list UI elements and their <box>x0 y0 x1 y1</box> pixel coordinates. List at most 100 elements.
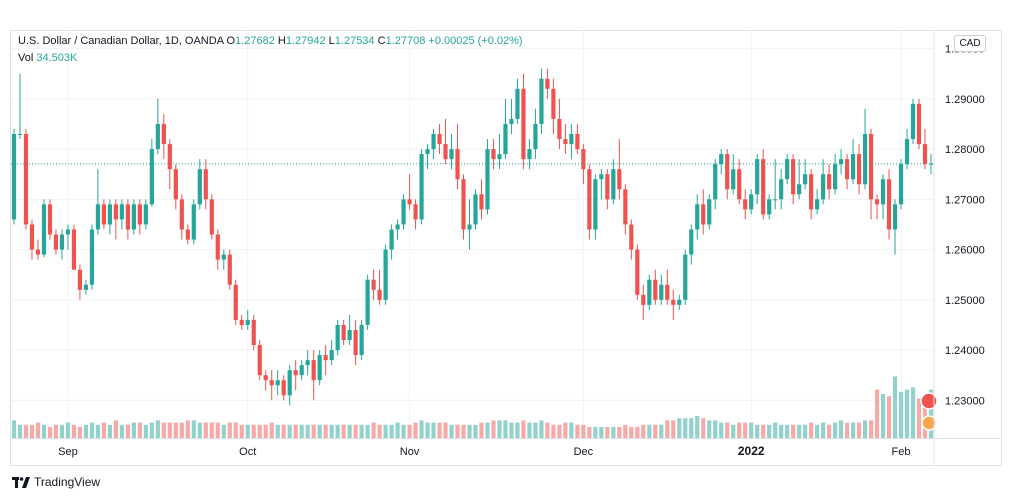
candle-body[interactable] <box>209 199 214 235</box>
candle-body[interactable] <box>53 234 59 250</box>
candle-body[interactable] <box>155 123 160 150</box>
symbol-title[interactable]: U.S. Dollar / Canadian Dollar, 1D, OANDA <box>18 35 224 47</box>
candle-body[interactable] <box>275 380 280 386</box>
candle-body[interactable] <box>425 149 430 155</box>
candle-body[interactable] <box>101 204 106 225</box>
candle-body[interactable] <box>653 279 658 300</box>
candle-body[interactable] <box>17 134 23 136</box>
candle-body[interactable] <box>665 284 670 300</box>
candle-body[interactable] <box>401 199 406 225</box>
candle-body[interactable] <box>299 365 304 376</box>
flag-us-event-icon[interactable] <box>921 415 937 431</box>
candle-body[interactable] <box>269 380 274 386</box>
candle-body[interactable] <box>197 169 202 205</box>
candle-body[interactable] <box>167 144 172 170</box>
candle-body[interactable] <box>143 204 148 225</box>
candle-body[interactable] <box>23 134 29 225</box>
candle-body[interactable] <box>485 149 490 210</box>
candle-body[interactable] <box>850 154 856 180</box>
candle-body[interactable] <box>581 149 586 170</box>
candle-body[interactable] <box>359 324 364 356</box>
candle-body[interactable] <box>527 149 532 160</box>
candle-body[interactable] <box>443 144 448 160</box>
candle-body[interactable] <box>437 134 442 145</box>
candle-body[interactable] <box>701 204 706 225</box>
candle-body[interactable] <box>473 194 478 225</box>
candle-body[interactable] <box>509 118 514 124</box>
candle-body[interactable] <box>809 174 814 210</box>
candle-body[interactable] <box>257 345 262 376</box>
candle-body[interactable] <box>389 229 394 250</box>
candle-body[interactable] <box>407 199 412 205</box>
candle-body[interactable] <box>353 329 358 356</box>
candle-body[interactable] <box>107 204 112 225</box>
candle-body[interactable] <box>335 324 340 351</box>
candle-body[interactable] <box>317 355 322 381</box>
candle-body[interactable] <box>575 134 580 150</box>
candle-body[interactable] <box>785 159 790 180</box>
candle-body[interactable] <box>347 329 352 341</box>
candle-body[interactable] <box>839 159 844 165</box>
candle-body[interactable] <box>587 169 592 230</box>
candle-body[interactable] <box>125 204 130 230</box>
candle-body[interactable] <box>563 139 568 145</box>
candle-body[interactable] <box>377 289 382 300</box>
candle-body[interactable] <box>515 88 520 119</box>
candle-body[interactable] <box>695 204 700 230</box>
candle-body[interactable] <box>89 229 95 285</box>
candle-body[interactable] <box>47 204 53 235</box>
candle-body[interactable] <box>599 174 604 180</box>
candle-body[interactable] <box>623 189 628 225</box>
candle-body[interactable] <box>461 179 466 230</box>
candle-body[interactable] <box>773 199 778 201</box>
candle-body[interactable] <box>467 224 472 230</box>
candle-body[interactable] <box>95 204 101 230</box>
candle-body[interactable] <box>233 284 238 320</box>
candle-body[interactable] <box>365 279 370 325</box>
candle-body[interactable] <box>11 134 17 220</box>
candle-body[interactable] <box>898 164 904 205</box>
candle-body[interactable] <box>635 249 640 295</box>
candle-body[interactable] <box>779 179 784 200</box>
candle-body[interactable] <box>689 229 694 255</box>
candle-body[interactable] <box>29 224 35 250</box>
candle-body[interactable] <box>856 154 862 185</box>
candle-body[interactable] <box>179 199 184 230</box>
candle-body[interactable] <box>383 249 388 300</box>
candle-body[interactable] <box>161 123 166 145</box>
candle-body[interactable] <box>916 103 922 145</box>
candle-body[interactable] <box>569 134 574 145</box>
candle-body[interactable] <box>886 179 892 230</box>
candle-body[interactable] <box>791 159 796 195</box>
candle-body[interactable] <box>551 88 556 119</box>
candle-body[interactable] <box>71 229 77 270</box>
candle-body[interactable] <box>113 204 118 220</box>
candle-body[interactable] <box>683 254 688 300</box>
candle-body[interactable] <box>323 355 328 361</box>
candle-body[interactable] <box>904 139 910 165</box>
candle-body[interactable] <box>419 154 424 220</box>
candle-body[interactable] <box>497 154 502 160</box>
candle-body[interactable] <box>395 224 400 230</box>
candle-body[interactable] <box>119 204 124 220</box>
candle-body[interactable] <box>677 299 682 305</box>
candle-body[interactable] <box>557 118 562 140</box>
candle-body[interactable] <box>245 319 250 325</box>
candle-body[interactable] <box>671 299 676 305</box>
candle-body[interactable] <box>77 269 83 290</box>
flag-ca-event-icon[interactable] <box>920 392 938 410</box>
candle-body[interactable] <box>827 174 832 190</box>
candle-body[interactable] <box>629 224 634 250</box>
candle-body[interactable] <box>341 324 346 341</box>
candle-body[interactable] <box>797 184 802 195</box>
candle-body[interactable] <box>725 154 730 190</box>
candle-body[interactable] <box>743 199 748 210</box>
candle-body[interactable] <box>35 249 41 255</box>
candle-body[interactable] <box>305 360 310 366</box>
time-axis[interactable]: SepOctNovDec2022FebMar <box>11 438 1012 459</box>
candle-body[interactable] <box>185 229 190 240</box>
candle-body[interactable] <box>545 78 550 89</box>
candle-body[interactable] <box>862 134 868 185</box>
candle-body[interactable] <box>707 199 712 225</box>
